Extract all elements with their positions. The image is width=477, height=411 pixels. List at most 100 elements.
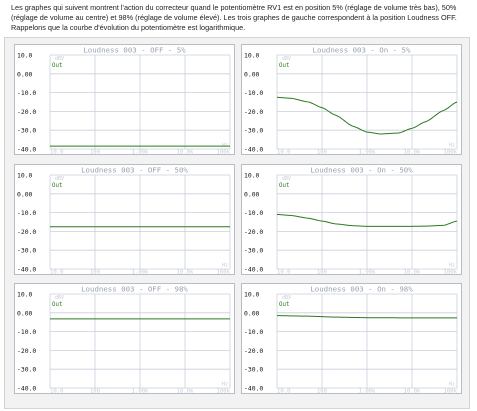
y-tick-label: 10.0 xyxy=(17,291,33,299)
y-tick-label: -10.0 xyxy=(17,89,36,97)
chart-panel-off-98: 10.0 0.00 -10.0 -20.0 -30.0 -40.0 10.0 100 1.00k… xyxy=(14,283,235,394)
chart-panel-on-98: 10.0 0.00 -10.0 -20.0 -30.0 -40.0 10.0 100 1.00k… xyxy=(241,283,462,394)
x-unit-label: Hz xyxy=(449,382,455,388)
y-tick-label: -10.0 xyxy=(244,89,263,97)
chart-svg: 10.0 0.00 -10.0 -20.0 -30.0 -40.0 10.0 100 1.00k… xyxy=(241,44,462,155)
y-tick-label: 0.00 xyxy=(17,190,33,198)
chart-background xyxy=(14,164,235,275)
y-tick-label: -30.0 xyxy=(244,127,263,135)
series-line-out xyxy=(276,315,457,319)
y-tick-label: -20.0 xyxy=(17,228,36,236)
x-unit-label: Hz xyxy=(222,143,228,149)
legend-label: Out xyxy=(279,302,289,308)
legend-label: Out xyxy=(279,63,289,69)
y-tick-label: -40.0 xyxy=(244,385,263,393)
x-tick-label: 1.00k xyxy=(359,270,376,276)
chart-panel-on-5: 10.0 0.00 -10.0 -20.0 -30.0 -40.0 10.0 100 1.00k… xyxy=(241,44,462,155)
y-unit-label: dBV xyxy=(55,56,64,62)
x-tick-label: 1.00k xyxy=(132,150,149,156)
y-tick-label: -10.0 xyxy=(244,328,263,336)
y-unit-label: dBV xyxy=(282,295,291,301)
y-tick-label: 0.00 xyxy=(244,70,260,78)
y-unit-label: dBV xyxy=(282,176,291,182)
y-tick-label: 10.0 xyxy=(17,52,33,60)
intro-paragraph: Les graphes qui suivent montrent l'actio… xyxy=(11,3,457,32)
chart-background xyxy=(14,44,235,155)
y-unit-label: dBV xyxy=(282,56,291,62)
x-tick-label: 100k xyxy=(444,150,458,156)
chart-title: Loudness 003 - On - 5% xyxy=(313,46,411,55)
legend-label: Out xyxy=(279,183,289,189)
y-tick-label: -10.0 xyxy=(244,209,263,217)
x-tick-label: 1.00k xyxy=(359,389,376,395)
x-tick-label: 100 xyxy=(317,389,327,395)
series-line-out xyxy=(276,96,458,135)
x-tick-label: 100 xyxy=(317,270,327,276)
y-unit-label: dBV xyxy=(55,295,64,301)
chart-panel-off-50: 10.0 0.00 -10.0 -20.0 -30.0 -40.0 10.0 100 1.00k… xyxy=(14,164,235,275)
y-tick-label: 10.0 xyxy=(244,291,260,299)
x-unit-label: Hz xyxy=(222,382,228,388)
x-tick-label: 10.0k xyxy=(404,150,421,156)
x-tick-label: 10.0k xyxy=(404,389,421,395)
legend-label: Out xyxy=(52,63,62,69)
x-tick-label: 10.0 xyxy=(50,389,63,395)
y-tick-label: -40.0 xyxy=(244,266,263,274)
x-tick-label: 10.0k xyxy=(177,270,194,276)
x-tick-label: 100k xyxy=(444,389,458,395)
y-tick-label: -30.0 xyxy=(17,247,36,255)
y-tick-label: 0.00 xyxy=(244,190,260,198)
x-unit-label: Hz xyxy=(449,263,455,269)
y-tick-label: -20.0 xyxy=(17,108,36,116)
x-tick-label: 10.0k xyxy=(177,389,194,395)
y-tick-label: -40.0 xyxy=(17,266,36,274)
x-tick-label: 100 xyxy=(90,389,100,395)
chart-title: Loudness 003 - On - 50% xyxy=(310,166,413,175)
y-tick-label: -30.0 xyxy=(244,247,263,255)
x-tick-label: 100 xyxy=(90,270,100,276)
y-tick-label: -40.0 xyxy=(17,385,36,393)
y-tick-label: -30.0 xyxy=(17,366,36,374)
x-tick-label: 100k xyxy=(217,389,231,395)
x-tick-label: 10.0k xyxy=(404,270,421,276)
x-tick-label: 1.00k xyxy=(359,150,376,156)
chart-background xyxy=(14,283,235,394)
x-tick-label: 1.00k xyxy=(132,389,149,395)
chart-background xyxy=(241,44,462,155)
y-tick-label: -40.0 xyxy=(244,146,263,154)
chart-title: Loudness 003 - OFF - 5% xyxy=(83,46,186,55)
x-tick-label: 10.0 xyxy=(277,389,290,395)
y-tick-label: -10.0 xyxy=(17,209,36,217)
chart-panel-on-50: 10.0 0.00 -10.0 -20.0 -30.0 -40.0 10.0 100 1.00k… xyxy=(241,164,462,275)
chart-title: Loudness 003 - OFF - 98% xyxy=(81,285,188,294)
chart-background xyxy=(241,164,462,275)
y-tick-label: -20.0 xyxy=(17,347,36,355)
charts-frame: 10.0 0.00 -10.0 -20.0 -30.0 -40.0 10.0 100 1.00k… xyxy=(4,37,470,409)
y-tick-label: -10.0 xyxy=(17,328,36,336)
x-unit-label: Hz xyxy=(449,143,455,149)
y-tick-label: -40.0 xyxy=(17,146,36,154)
x-tick-label: 10.0k xyxy=(177,150,194,156)
chart-panel-off-5: 10.0 0.00 -10.0 -20.0 -30.0 -40.0 10.0 100 1.00k… xyxy=(14,44,235,155)
x-tick-label: 10.0 xyxy=(277,150,290,156)
y-tick-label: -30.0 xyxy=(17,127,36,135)
x-tick-label: 10.0 xyxy=(50,150,63,156)
y-tick-label: -20.0 xyxy=(244,108,263,116)
x-tick-label: 1.00k xyxy=(132,270,149,276)
y-tick-label: 10.0 xyxy=(244,52,260,60)
chart-svg: 10.0 0.00 -10.0 -20.0 -30.0 -40.0 10.0 100 1.00k… xyxy=(241,283,462,394)
legend-label: Out xyxy=(52,183,62,189)
legend-label: Out xyxy=(52,302,62,308)
y-unit-label: dBV xyxy=(55,176,64,182)
y-tick-label: -20.0 xyxy=(244,347,263,355)
series-line-out xyxy=(276,213,458,227)
x-tick-label: 10.0 xyxy=(50,270,63,276)
x-tick-label: 100k xyxy=(217,150,231,156)
y-tick-label: 0.00 xyxy=(17,309,33,317)
y-tick-label: -20.0 xyxy=(244,228,263,236)
x-tick-label: 100k xyxy=(217,270,231,276)
x-tick-label: 10.0 xyxy=(277,270,290,276)
y-tick-label: 10.0 xyxy=(244,172,260,180)
x-unit-label: Hz xyxy=(222,263,228,269)
x-tick-label: 100 xyxy=(90,150,100,156)
